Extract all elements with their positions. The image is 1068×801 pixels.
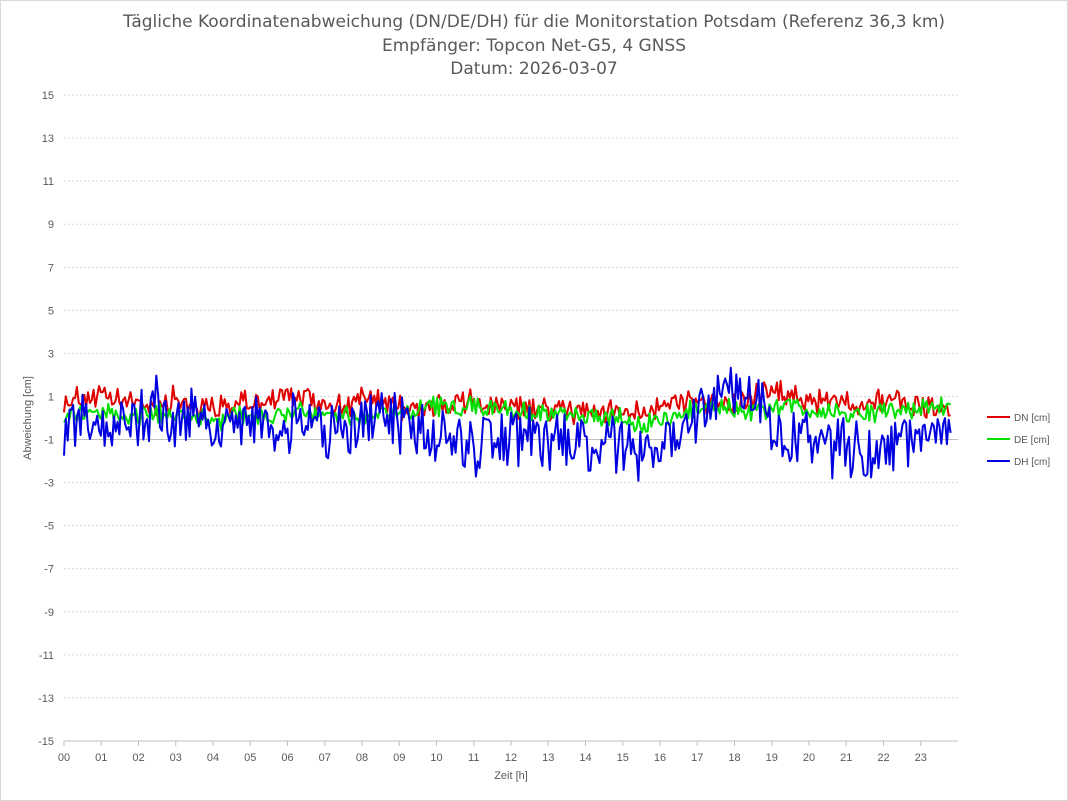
x-tick-label: 20 [803,752,815,764]
y-tick-label: -5 [44,521,54,533]
series-line-dh [63,366,952,482]
x-tick-label: 18 [728,752,740,764]
x-tick-label: 11 [468,752,479,764]
x-tick-label: 02 [132,752,144,764]
x-tick-label: 03 [170,752,182,764]
y-tick-label: -7 [44,564,54,576]
x-tick-label: 21 [840,752,852,764]
series-line-de [63,395,952,434]
x-tick-label: 00 [58,752,70,764]
y-tick-label: 1 [48,391,54,403]
x-tick-label: 16 [654,752,666,764]
x-axis-label: Zeit [h] [494,770,528,782]
y-tick-label: 5 [48,305,54,317]
y-tick-label: 9 [48,219,54,231]
legend-label: DH [cm] [1014,457,1050,468]
y-axis-label: Abweichung [cm] [22,376,34,460]
y-tick-label: -13 [38,693,54,705]
x-tick-label: 23 [915,752,927,764]
grid-lines [64,94,958,742]
x-tick-label: 10 [430,752,442,764]
y-tick-label: -9 [44,607,54,619]
x-axis-ticks: 00 01 02 03 04 05 06 07 08 09 10 11 12 13 14 15 16 17 18 19… [58,740,958,764]
x-tick-label: 14 [579,752,591,764]
x-tick-label: 19 [766,752,778,764]
legend-label: DN [cm] [1014,413,1050,424]
y-axis-ticks: 15 13 11 9 7 5 3 1 -1 -3 -5 -7 -9 -11 -13 -15 [38,90,54,748]
legend: DN [cm] DE [cm] DH [cm] [987,413,1050,468]
legend-label: DE [cm] [1014,435,1050,446]
x-tick-label: 15 [617,752,629,764]
y-tick-label: 7 [48,262,54,274]
x-tick-label: 01 [95,752,107,764]
x-tick-label: 22 [877,752,889,764]
y-tick-label: -15 [38,736,54,748]
x-tick-label: 09 [393,752,405,764]
x-tick-label: 06 [281,752,293,764]
y-tick-label: -1 [44,435,54,447]
y-tick-label: 15 [42,90,54,102]
x-tick-label: 13 [542,752,554,764]
x-tick-label: 12 [505,752,517,764]
x-tick-label: 07 [319,752,331,764]
y-tick-label: -3 [44,478,54,490]
y-tick-label: 13 [42,133,54,145]
chart-date: Datum: 2026-03-07 [450,59,618,79]
chart-subtitle: Empfänger: Topcon Net-G5, 4 GNSS [381,36,687,56]
x-tick-label: 08 [356,752,368,764]
y-tick-label: -11 [39,650,54,662]
y-tick-label: 3 [48,348,54,360]
chart-title: Tägliche Koordinatenabweichung (DN/DE/DH… [122,12,946,32]
x-tick-label: 17 [691,752,703,764]
y-tick-label: 11 [43,176,54,188]
series-group [63,366,952,482]
x-tick-label: 05 [244,752,256,764]
x-tick-label: 04 [207,752,219,764]
